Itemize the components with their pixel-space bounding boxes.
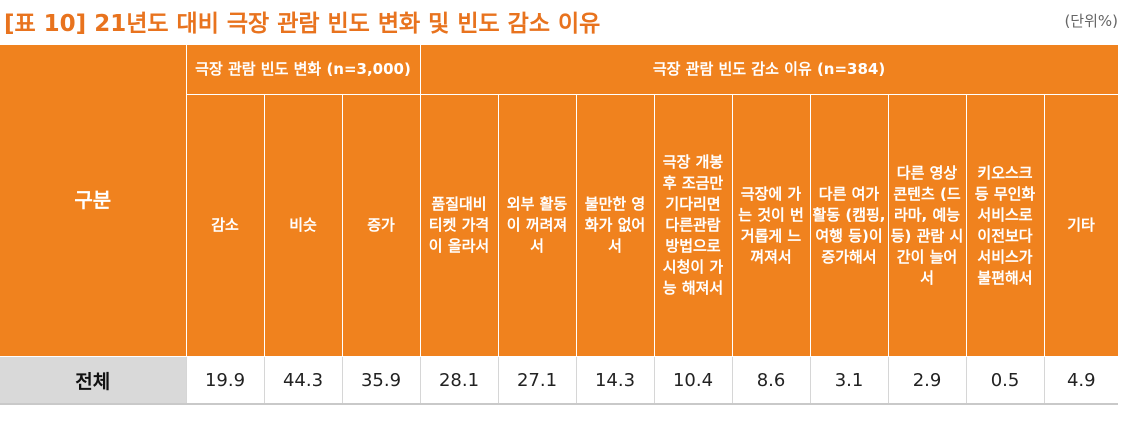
col-header: 다른 여가활동 (캠핑, 여행 등)이 증가해서 — [809, 94, 889, 357]
group-header-decrease-reason: 극장 관람 빈도 감소 이유 (n=384) — [419, 44, 1119, 95]
table-cell: 27.1 — [497, 356, 577, 405]
group-header-frequency-change: 극장 관람 빈도 변화 (n=3,000) — [185, 44, 421, 95]
col-header: 비슷 — [263, 94, 343, 357]
col-header: 외부 활동이 꺼려져서 — [497, 94, 577, 357]
row-label: 전체 — [0, 356, 186, 405]
table-cell: 44.3 — [263, 356, 342, 405]
data-table: 구분 극장 관람 빈도 변화 (n=3,000) 극장 관람 빈도 감소 이유 … — [0, 44, 1119, 405]
col-header: 다른 영상 콘텐츠 (드라마, 예능 등) 관람 시간이 늘어서 — [887, 94, 967, 357]
table-cell: 8.6 — [731, 356, 811, 405]
col-header: 기타 — [1043, 94, 1119, 357]
table-row: 전체 19.9 44.3 35.9 28.1 27.1 14.3 10.4 8.… — [0, 356, 1119, 405]
table-cell: 19.9 — [185, 356, 264, 405]
table-cell: 10.4 — [653, 356, 733, 405]
table-cell: 3.1 — [809, 356, 889, 405]
unit-label: (단위%) — [1064, 12, 1118, 30]
col-header: 극장에 가는 것이 번거롭게 느껴져서 — [731, 94, 811, 357]
col-header: 극장 개봉 후 조금만 기다리면 다른관람 방법으로 시청이 가능 해져서 — [653, 94, 733, 357]
table-cell: 2.9 — [887, 356, 967, 405]
corner-header: 구분 — [0, 44, 187, 357]
table-cell: 0.5 — [965, 356, 1045, 405]
col-header: 품질대비 티켓 가격이 올라서 — [419, 94, 499, 357]
table-cell: 4.9 — [1043, 356, 1119, 405]
table-cell: 35.9 — [341, 356, 421, 405]
col-header: 불만한 영화가 없어서 — [575, 94, 655, 357]
table-cell: 28.1 — [419, 356, 499, 405]
col-header: 감소 — [185, 94, 265, 357]
col-header: 키오스크 등 무인화 서비스로 이전보다 서비스가 불편해서 — [965, 94, 1045, 357]
table-title: [표 10] 21년도 대비 극장 관람 빈도 변화 및 빈도 감소 이유 — [4, 11, 601, 37]
table-cell: 14.3 — [575, 356, 655, 405]
col-header: 증가 — [341, 94, 421, 357]
